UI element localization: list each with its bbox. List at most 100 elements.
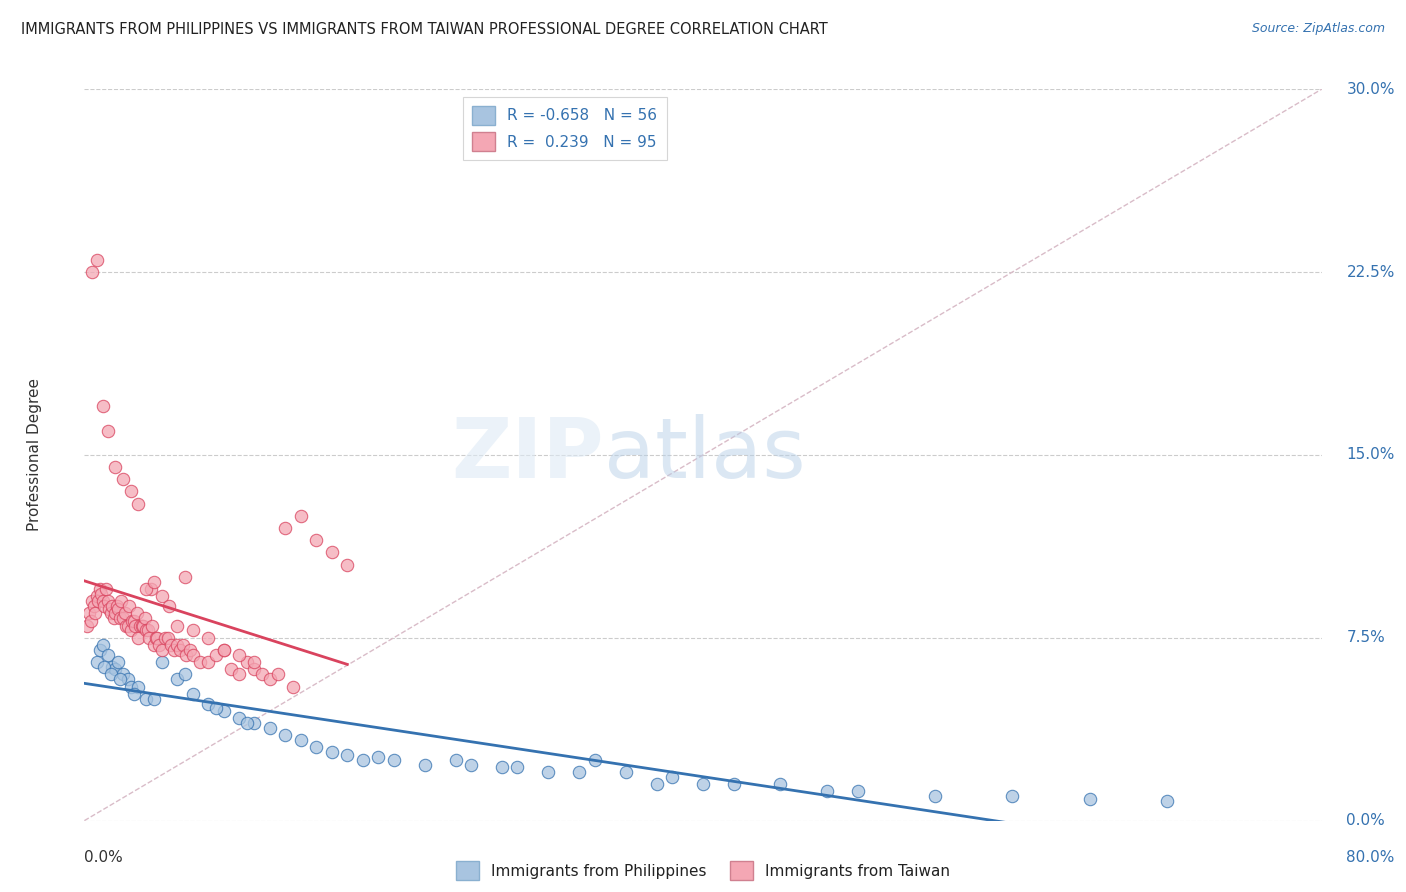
Point xyxy=(846,784,869,798)
Point xyxy=(163,643,186,657)
Text: 0.0%: 0.0% xyxy=(84,850,124,865)
Point xyxy=(1156,794,1178,808)
Point xyxy=(125,607,148,621)
Point xyxy=(924,789,946,804)
Point xyxy=(89,643,111,657)
Point xyxy=(274,521,297,535)
Point xyxy=(83,599,105,613)
Point xyxy=(150,590,173,604)
Point xyxy=(166,638,188,652)
Point xyxy=(723,777,745,791)
Point xyxy=(100,667,122,681)
Point xyxy=(121,614,143,628)
Point xyxy=(77,607,100,621)
Point xyxy=(181,648,204,662)
Point xyxy=(115,618,138,632)
Point xyxy=(127,497,149,511)
Point xyxy=(108,672,131,686)
Point xyxy=(1001,789,1024,804)
Point xyxy=(104,460,127,475)
Point xyxy=(235,716,259,731)
Point xyxy=(127,631,149,645)
Point xyxy=(120,484,142,499)
Point xyxy=(815,784,838,798)
Point xyxy=(114,607,136,621)
Point xyxy=(336,558,359,572)
Text: Source: ZipAtlas.com: Source: ZipAtlas.com xyxy=(1251,22,1385,36)
Point xyxy=(305,740,328,755)
Point xyxy=(259,672,281,686)
Point xyxy=(145,631,167,645)
Point xyxy=(132,618,155,632)
Point xyxy=(93,660,115,674)
Point xyxy=(221,663,243,677)
Point xyxy=(82,265,104,279)
Point xyxy=(172,638,194,652)
Point xyxy=(614,764,637,779)
Point xyxy=(645,777,668,791)
Point xyxy=(139,582,162,596)
Point xyxy=(267,667,290,681)
Point xyxy=(169,643,191,657)
Point xyxy=(136,624,159,638)
Point xyxy=(243,663,266,677)
Point xyxy=(769,777,792,791)
Point xyxy=(176,648,198,662)
Point xyxy=(259,721,281,735)
Point xyxy=(143,691,166,706)
Point xyxy=(174,570,197,584)
Point xyxy=(112,472,135,486)
Point xyxy=(281,680,305,694)
Point xyxy=(94,582,117,596)
Point xyxy=(235,655,259,669)
Point xyxy=(135,624,157,638)
Point xyxy=(212,643,235,657)
Point xyxy=(444,753,467,767)
Point xyxy=(101,660,124,674)
Point xyxy=(86,655,108,669)
Point xyxy=(150,655,173,669)
Point xyxy=(100,607,122,621)
Point xyxy=(156,631,179,645)
Point xyxy=(205,648,228,662)
Point xyxy=(117,618,139,632)
Point xyxy=(491,760,513,774)
Point xyxy=(127,680,149,694)
Text: 7.5%: 7.5% xyxy=(1347,631,1385,645)
Point xyxy=(112,611,135,625)
Point xyxy=(79,614,101,628)
Point xyxy=(104,663,127,677)
Point xyxy=(243,655,266,669)
Point xyxy=(181,624,204,638)
Point xyxy=(197,631,219,645)
Point xyxy=(159,599,180,613)
Point xyxy=(91,638,114,652)
Point xyxy=(382,753,405,767)
Point xyxy=(90,587,112,601)
Point xyxy=(84,607,107,621)
Point xyxy=(143,638,166,652)
Point xyxy=(274,728,297,742)
Point xyxy=(212,643,235,657)
Point xyxy=(160,638,183,652)
Text: 0.0%: 0.0% xyxy=(1347,814,1385,828)
Point xyxy=(212,704,235,718)
Point xyxy=(188,655,212,669)
Point xyxy=(107,655,129,669)
Point xyxy=(583,753,606,767)
Point xyxy=(367,750,389,764)
Point xyxy=(110,594,132,608)
Point xyxy=(96,594,118,608)
Point xyxy=(290,508,312,523)
Point xyxy=(82,594,104,608)
Point xyxy=(352,753,374,767)
Point xyxy=(148,638,170,652)
Point xyxy=(290,733,312,747)
Point xyxy=(131,618,153,632)
Point xyxy=(96,648,118,662)
Text: 22.5%: 22.5% xyxy=(1347,265,1395,279)
Point xyxy=(197,697,219,711)
Text: 80.0%: 80.0% xyxy=(1347,850,1395,865)
Point xyxy=(336,747,359,762)
Point xyxy=(87,594,110,608)
